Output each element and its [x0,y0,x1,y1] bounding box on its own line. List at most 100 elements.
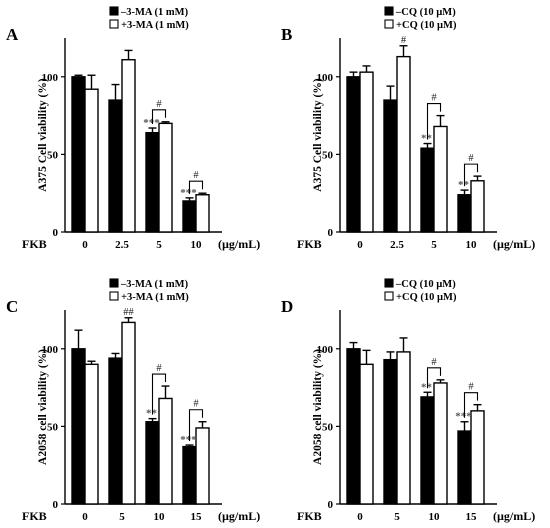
x-tick-label: 5 [156,239,162,251]
bar [470,410,485,505]
legend-entry: +CQ (10 µM) [396,20,457,31]
panel-letter: B [281,25,292,44]
legend-swatch [384,291,394,301]
x-tick-label: 5 [119,511,125,523]
y-tick-label: 0 [328,499,334,511]
significance-stars: ** [421,133,433,145]
panel-letter: C [6,297,18,316]
bar [158,397,173,505]
bar [346,76,361,233]
y-tick-label: 50 [47,421,59,433]
significance-bracket [426,103,442,140]
bracket-label: # [193,399,199,410]
x-tick-label: 0 [82,511,88,523]
bar [457,194,472,233]
y-axis-label: A2058 cell viability (%) [312,349,324,465]
x-tick-label: 0 [357,511,363,523]
significance-hash: # [401,35,407,46]
x-axis-prefix: FKB [22,509,47,523]
y-tick-label: 0 [328,227,334,239]
bar [145,421,160,505]
significance-stars: *** [180,187,197,199]
significance-bracket [151,109,167,125]
x-axis-prefix: FKB [297,509,322,523]
bar [359,363,374,505]
x-axis-unit: (µg/mL) [218,237,260,251]
bracket-label: # [193,170,199,181]
y-tick-label: 50 [322,149,334,161]
bar [396,351,411,505]
bar [182,445,197,505]
legend-swatch [384,278,394,288]
bar [383,358,398,505]
legend-swatch [109,6,119,16]
x-axis-prefix: FKB [22,237,47,251]
y-tick-label: 0 [53,499,59,511]
significance-stars: *** [143,117,160,129]
bar [396,55,411,233]
bar [145,131,160,233]
x-tick-label: 5 [431,239,437,251]
significance-stars: *** [455,411,472,423]
significance-bracket [426,367,442,389]
legend-entry: +3-MA (1 mM) [121,292,189,303]
x-tick-label: 10 [466,239,478,251]
x-tick-label: 5 [394,511,400,523]
x-tick-label: 10 [429,511,441,523]
x-tick-label: 0 [357,239,363,251]
bar [470,180,485,233]
bracket-label: # [156,363,162,374]
significance-bracket [463,392,479,418]
y-axis-label: A375 Cell viability (%) [312,78,324,192]
x-tick-label: 0 [82,239,88,251]
significance-bracket [188,409,204,442]
significance-bracket [188,180,204,194]
bar [108,357,123,505]
bar [71,348,86,505]
bar [383,99,398,233]
y-tick-label: 50 [322,421,334,433]
legend-swatch [384,6,394,16]
legend-entry: +3-MA (1 mM) [121,20,189,31]
legend-entry: –CQ (10 µM) [395,7,456,18]
bar [420,396,435,505]
x-tick-label: 15 [191,511,203,523]
bar [182,200,197,233]
bracket-label: # [468,153,474,164]
y-axis-label: A375 Cell viability (%) [37,78,49,192]
significance-bracket [463,163,479,187]
bar [433,125,448,233]
legend-entry: –CQ (10 µM) [395,279,456,290]
bar [158,122,173,233]
bracket-label: # [431,93,437,104]
x-tick-label: 10 [154,511,166,523]
significance-hash: ## [123,307,134,318]
y-tick-label: 50 [47,149,59,161]
x-axis-prefix: FKB [297,237,322,251]
bar [346,348,361,505]
significance-stars: *** [180,434,197,446]
bar [433,382,448,505]
legend-entry: –3-MA (1 mM) [120,7,189,18]
x-tick-label: 2.5 [115,239,129,251]
bracket-label: # [156,99,162,110]
significance-stars: ** [458,179,470,191]
y-tick-label: 0 [53,227,59,239]
legend-swatch [109,19,119,29]
significance-bracket [151,373,167,415]
bar [420,147,435,233]
bar [71,76,86,233]
legend-swatch [109,278,119,288]
y-tick-label: 100 [42,344,59,356]
significance-stars: ** [146,408,158,420]
x-axis-unit: (µg/mL) [218,509,260,523]
bar [121,321,136,505]
y-tick-label: 100 [42,72,59,84]
bar [84,363,99,505]
x-tick-label: 2.5 [390,239,404,251]
bar [84,88,99,233]
